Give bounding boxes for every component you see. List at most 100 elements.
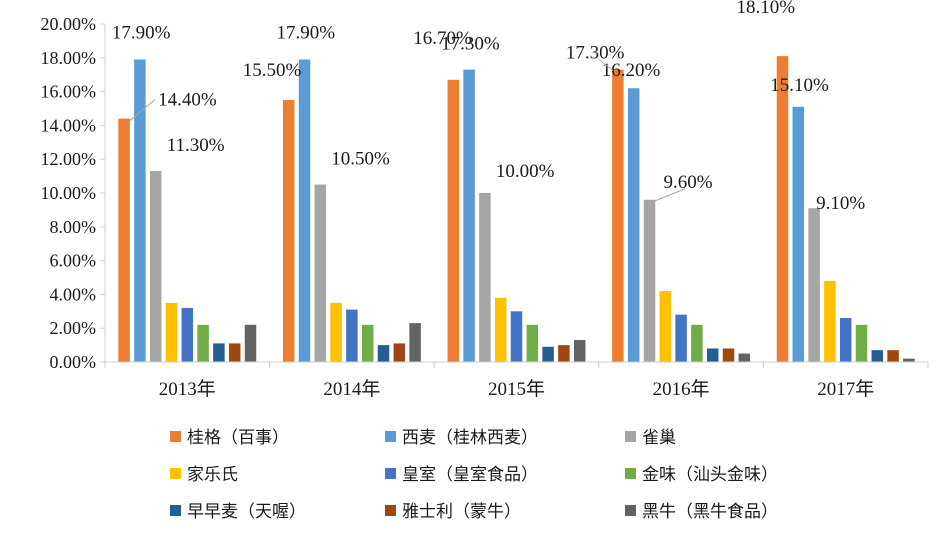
legend-swatch (170, 431, 181, 442)
bar (409, 323, 421, 362)
bar (165, 302, 178, 362)
legend-swatch (385, 505, 396, 516)
bar (738, 353, 751, 362)
data-label: 11.30% (167, 135, 225, 156)
data-label: 17.90% (112, 22, 171, 43)
bar (213, 343, 225, 362)
legend-swatch (625, 431, 636, 442)
x-tick-label: 2015年 (488, 378, 545, 400)
bar (776, 56, 789, 363)
legend-label: 早早麦（天喔） (187, 502, 306, 522)
legend-label: 雅士利（蒙牛） (402, 502, 521, 522)
bar (361, 324, 374, 362)
y-tick-label: 14.00% (41, 115, 97, 135)
legend-swatch (170, 468, 181, 479)
y-tick-label: 10.00% (41, 183, 97, 203)
x-tick-label: 2014年 (323, 378, 380, 400)
bar (855, 324, 868, 362)
bar (612, 69, 624, 362)
legend-swatch (625, 468, 636, 479)
data-labels-group: 14.40%15.50%16.70%17.30%18.10%17.90% 17.9… (112, 0, 865, 214)
bar (181, 307, 194, 362)
data-label: 17.90% (277, 22, 336, 43)
legend-label: 皇室（皇室食品） (402, 465, 538, 485)
bar (393, 343, 406, 362)
bar (706, 348, 719, 362)
bar (824, 280, 836, 362)
x-tick-label: 2017年 (817, 378, 874, 400)
bar (627, 88, 640, 362)
x-axis: 2013年 2014年 2015年 2016年 2017年 (104, 361, 929, 400)
y-tick-label: 6.00% (50, 251, 97, 271)
bar (510, 311, 523, 362)
x-tick-label: 2013年 (159, 378, 216, 400)
bar (526, 324, 539, 362)
data-label: 14.40% (158, 90, 217, 111)
bar (871, 350, 884, 362)
legend-label: 金味（汕头金味） (642, 465, 778, 485)
bar (330, 302, 342, 362)
bar (228, 343, 241, 362)
y-tick-label: 18.00% (41, 48, 97, 68)
bar (675, 314, 687, 362)
y-tick-label: 16.00% (41, 82, 97, 102)
data-label: 9.60% (664, 172, 713, 193)
bar (643, 199, 656, 362)
y-axis: 0.00% 2.00% 4.00% 6.00% 8.00% 10.00% 12.00% 14.… (41, 14, 106, 372)
data-label: 15.50% (243, 60, 302, 81)
bars-group (118, 56, 915, 363)
legend-swatch (385, 468, 396, 479)
data-label: 15.10% (770, 75, 829, 96)
bar (573, 340, 586, 362)
bar (447, 79, 460, 363)
data-label: 16.70% (413, 28, 472, 49)
data-label: 10.00% (496, 161, 555, 182)
data-label: 17.30% (441, 34, 500, 55)
bar (839, 318, 852, 362)
x-tick-label: 2016年 (653, 378, 710, 400)
legend-swatch (625, 505, 636, 516)
bar (282, 100, 295, 363)
bar (808, 208, 820, 362)
bar (377, 345, 390, 362)
legend-swatch (385, 431, 396, 442)
bar (197, 324, 209, 362)
data-label: 16.20% (602, 60, 661, 81)
bar (494, 297, 507, 362)
y-tick-label: 8.00% (50, 217, 97, 237)
legend-label: 西麦（桂林西麦） (402, 428, 538, 448)
bar (903, 358, 915, 362)
legend-swatch (170, 505, 181, 516)
bar (298, 59, 311, 363)
leader-line (655, 188, 686, 202)
bar (659, 291, 672, 362)
bar (118, 118, 130, 362)
data-label: 10.50% (331, 149, 390, 170)
bar (134, 59, 146, 363)
bar (887, 350, 899, 362)
bar (463, 69, 475, 362)
bar (346, 309, 358, 362)
bar (792, 106, 805, 362)
data-label: 18.10% (737, 0, 796, 18)
bar (314, 184, 327, 362)
y-tick-label: 12.00% (41, 149, 97, 169)
y-tick-label: 20.00% (41, 14, 97, 34)
bar (558, 345, 570, 362)
leader-line (598, 59, 614, 72)
bar (149, 171, 162, 362)
bar (691, 324, 703, 362)
y-tick-label: 0.00% (50, 352, 97, 372)
leader-line (129, 99, 156, 122)
y-tick-label: 2.00% (50, 318, 97, 338)
data-label: 17.30% (566, 43, 625, 64)
legend-label: 家乐氏 (187, 465, 238, 485)
legend-label: 雀巢 (642, 428, 676, 448)
bar (244, 324, 257, 362)
legend-label: 桂格（百事） (187, 428, 289, 448)
bar (542, 346, 554, 362)
data-label: 9.10% (816, 193, 865, 214)
